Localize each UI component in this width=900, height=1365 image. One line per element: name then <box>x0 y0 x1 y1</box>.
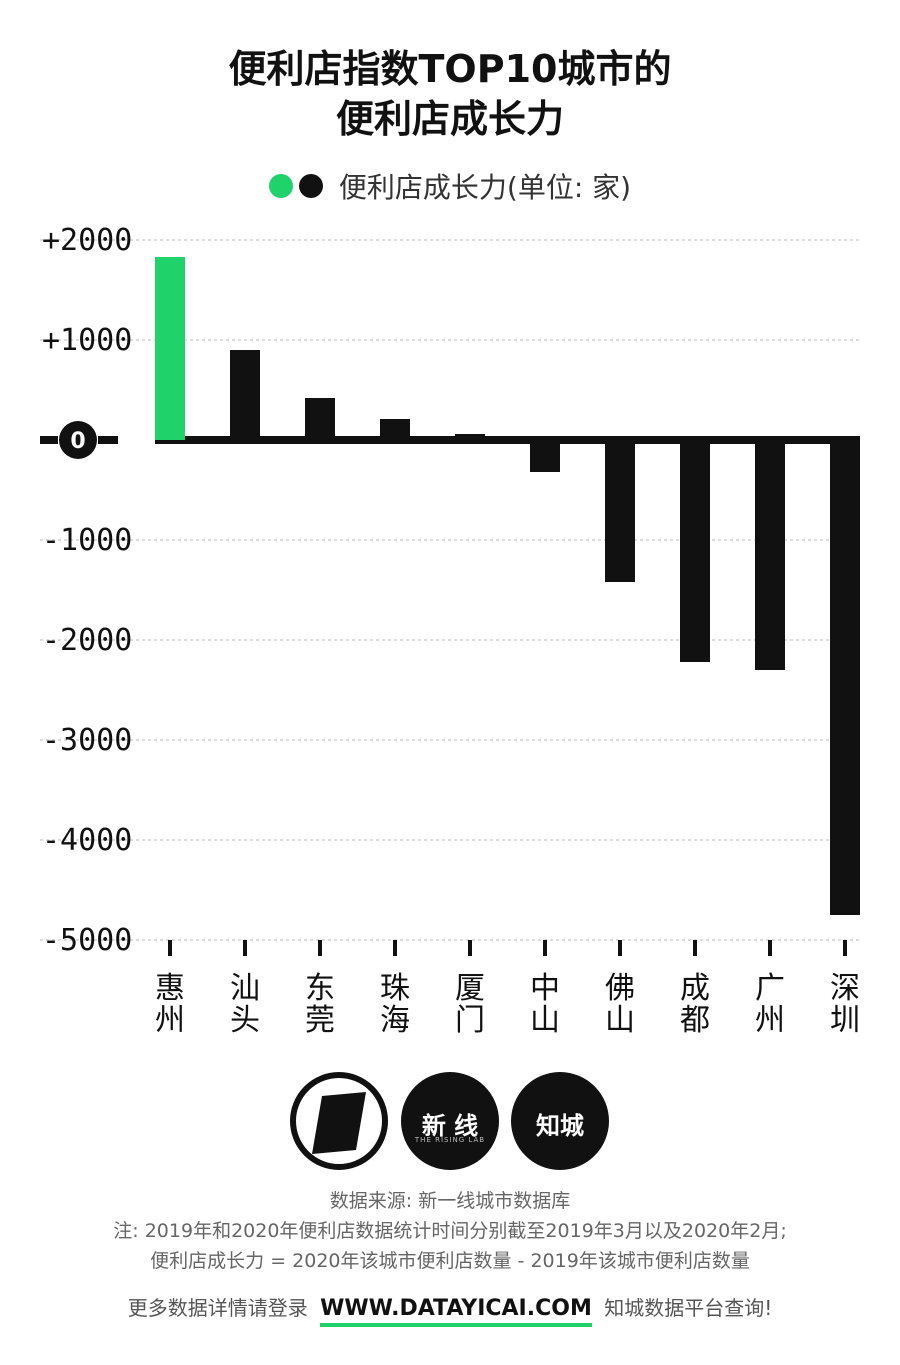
chart-title-line1: 便利店指数TOP10城市的 <box>228 47 672 91</box>
x-tick-label: 厦 <box>455 971 485 1006</box>
bar-chart: +2000+10000-1000-2000-3000-4000-5000惠州汕头… <box>40 223 860 1038</box>
x-tick-label: 深 <box>830 971 860 1006</box>
x-tick-label: 圳 <box>830 1003 860 1038</box>
y-tick-label: +2000 <box>42 223 132 258</box>
zhicheng-logo-text: 知城 <box>536 1112 584 1140</box>
x-tick-label: 州 <box>155 1003 185 1038</box>
rising-lab-logo: 新 线 THE RISING LAB <box>401 1072 499 1170</box>
zhicheng-logo: 知城 <box>511 1072 609 1170</box>
bar <box>680 440 710 662</box>
rising-lab-logo-subtext: THE RISING LAB <box>414 1136 486 1144</box>
bar <box>605 440 635 582</box>
x-tick-label: 广 <box>755 971 785 1006</box>
footnote-2: 便利店成长力 = 2020年该城市便利店数量 - 2019年该城市便利店数量 <box>150 1250 750 1272</box>
y-tick-label: -2000 <box>42 623 132 658</box>
x-tick-label: 佛 <box>605 971 635 1006</box>
y-tick-label: 0 <box>70 429 85 454</box>
x-tick-label: 汕 <box>230 971 260 1006</box>
x-tick-label: 成 <box>680 971 710 1006</box>
diamond-logo-icon <box>312 1092 366 1154</box>
bar <box>755 440 785 670</box>
data-source: 数据来源: 新一线城市数据库 <box>329 1190 571 1212</box>
cta-url-link[interactable]: WWW.DATAYICAI.COM <box>320 1296 592 1327</box>
footnote-1: 注: 2019年和2020年便利店数据统计时间分别截至2019年3月以及2020… <box>113 1220 787 1242</box>
x-tick-label: 东 <box>305 971 335 1006</box>
bar <box>830 440 860 915</box>
y-tick-label: -1000 <box>42 523 132 558</box>
bar <box>230 350 260 440</box>
cta-prefix: 更多数据详情请登录 <box>127 1296 308 1320</box>
bar <box>305 398 335 440</box>
legend-label: 便利店成长力(单位: 家) <box>338 171 632 204</box>
rising-lab-logo-text: 新 线 <box>421 1112 479 1140</box>
x-tick-label: 珠 <box>380 971 410 1006</box>
x-tick-label: 山 <box>605 1003 635 1038</box>
chart-title-line2: 便利店成长力 <box>335 97 564 141</box>
legend-green-dot <box>268 174 293 198</box>
y-tick-label: +1000 <box>42 323 132 358</box>
x-tick-label: 海 <box>380 1003 410 1038</box>
x-tick-label: 头 <box>230 1003 260 1038</box>
x-tick-label: 莞 <box>305 1003 335 1038</box>
y-tick-label: -3000 <box>42 723 132 758</box>
x-tick-label: 山 <box>530 1003 560 1038</box>
x-tick-label: 都 <box>680 1003 710 1038</box>
legend-black-dot <box>298 174 323 198</box>
diamond-logo <box>290 1072 388 1170</box>
bar <box>455 434 485 440</box>
legend: 便利店成长力(单位: 家) <box>0 166 900 206</box>
x-tick-label: 州 <box>755 1003 785 1038</box>
x-tick-label: 惠 <box>155 971 185 1006</box>
y-tick-label: -4000 <box>42 823 132 858</box>
bar <box>380 419 410 440</box>
x-tick-label: 中 <box>530 971 560 1006</box>
x-tick-label: 门 <box>455 1003 485 1038</box>
y-tick-label: -5000 <box>42 923 132 958</box>
bar <box>530 440 560 472</box>
bar <box>155 257 185 440</box>
call-to-action: 更多数据详情请登录 WWW.DATAYICAI.COM 知城数据平台查询! <box>0 1292 900 1327</box>
zero-badge <box>59 421 97 459</box>
cta-suffix: 知城数据平台查询! <box>604 1296 773 1320</box>
